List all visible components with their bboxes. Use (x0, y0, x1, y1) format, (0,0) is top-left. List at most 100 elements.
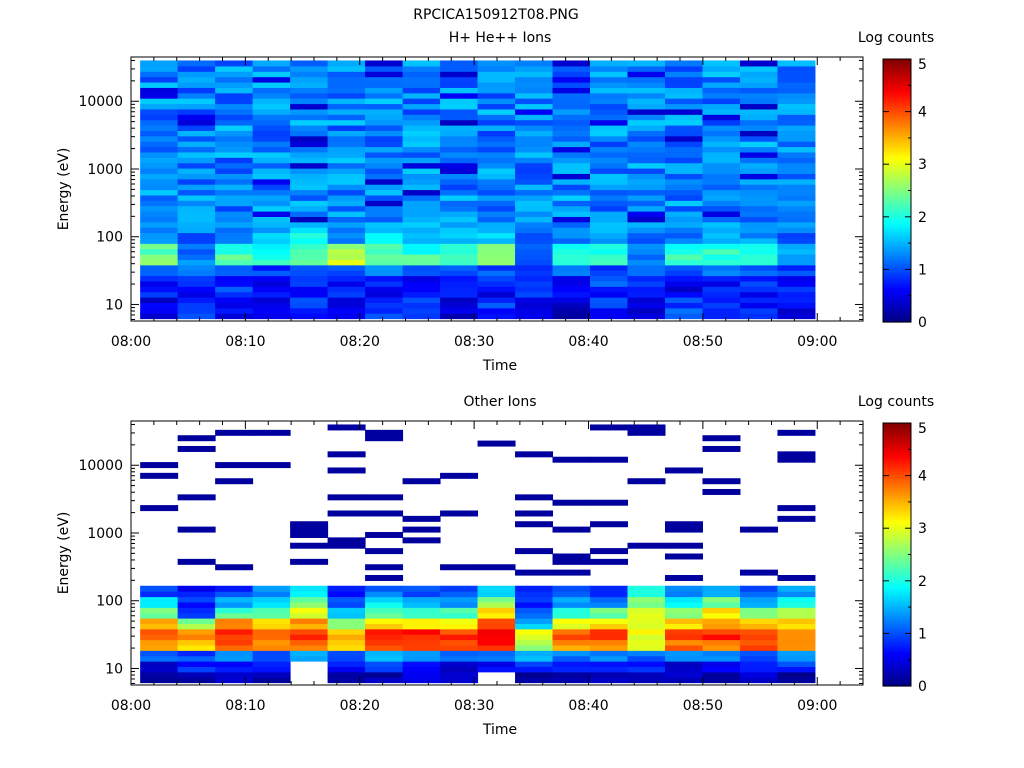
heatmap-cell (739, 596, 778, 603)
colorbar-swatch (883, 580, 911, 584)
heatmap-cell (140, 216, 179, 223)
heatmap-cell (590, 237, 629, 244)
colorbar-swatch (883, 512, 911, 516)
heatmap-cell (140, 232, 179, 239)
colorbar-swatch (883, 210, 911, 214)
heatmap-cell (664, 280, 703, 287)
colorbar-swatch (883, 166, 911, 170)
heatmap-cell (664, 232, 703, 239)
heatmap-cell (215, 151, 254, 158)
colorbar-swatch (883, 199, 911, 203)
colorbar-swatch (883, 477, 911, 481)
heatmap-cell (290, 162, 329, 169)
colorbar-swatch (883, 260, 911, 264)
heatmap-cell (515, 103, 554, 110)
colorbar-swatch (883, 675, 911, 678)
heatmap-cell (702, 297, 741, 303)
heatmap-cell (515, 200, 554, 207)
colorbar-swatch (883, 291, 911, 295)
heatmap-cell (590, 521, 629, 528)
heatmap-cell (477, 607, 516, 614)
heatmap-cell (290, 216, 329, 223)
heatmap-cell (327, 494, 366, 501)
heatmap-cell (140, 291, 179, 298)
heatmap-cell (440, 264, 479, 271)
heatmap-cell (327, 167, 366, 174)
heatmap-cell (440, 65, 479, 72)
heatmap-cell (327, 302, 366, 309)
heatmap-cell (777, 644, 816, 651)
heatmap-cell (290, 521, 329, 528)
x-tick-label: 08:30 (454, 698, 494, 714)
heatmap-cell (365, 81, 404, 88)
colorbar-swatch (883, 100, 911, 104)
colorbar-swatch (883, 431, 911, 435)
colorbar-swatch (883, 598, 911, 602)
heatmap-cell (402, 612, 441, 619)
heatmap-cell (777, 313, 816, 320)
heatmap-cell (140, 124, 179, 131)
heatmap-cell (290, 71, 329, 78)
heatmap-cell (664, 92, 703, 99)
heatmap-cell (290, 259, 329, 266)
heatmap-cell (140, 628, 179, 635)
heatmap-cell (777, 60, 816, 67)
heatmap-cell (177, 302, 216, 309)
heatmap-cell (552, 76, 591, 83)
x-tick-label: 09:00 (797, 698, 837, 714)
heatmap-cell (664, 162, 703, 169)
heatmap-cell (290, 60, 329, 67)
colorbar-swatch (883, 466, 911, 470)
heatmap-cell (327, 216, 366, 223)
heatmap-cell (365, 307, 404, 314)
heatmap-cell (664, 227, 703, 234)
heatmap-cell (627, 542, 666, 549)
heatmap-cell (552, 211, 591, 217)
heatmap-cell (140, 151, 179, 158)
heatmap-cell (739, 275, 778, 282)
heatmap-cell (702, 286, 741, 293)
heatmap-cell (590, 189, 629, 196)
colorbar-swatch (883, 451, 911, 455)
heatmap-cell (702, 243, 741, 250)
heatmap-cell (440, 650, 479, 657)
heatmap-cell (590, 194, 629, 201)
heatmap-cell (552, 569, 591, 576)
heatmap-cell (440, 677, 479, 684)
heatmap-cell (515, 157, 554, 164)
heatmap-cell (552, 119, 591, 126)
heatmap-cell (590, 141, 629, 148)
heatmap-cell (590, 661, 629, 667)
heatmap-cell (627, 275, 666, 282)
heatmap-cell (327, 103, 366, 110)
colorbar-swatch (883, 72, 911, 75)
heatmap-cell (140, 302, 179, 309)
heatmap-cell (215, 216, 254, 223)
heatmap-cell (252, 243, 291, 250)
heatmap-cell (590, 655, 629, 662)
heatmap-cell (440, 151, 479, 158)
heatmap-cell (440, 232, 479, 239)
colorbar-swatch (883, 442, 911, 446)
heatmap-cell (365, 124, 404, 131)
heatmap-cell (177, 612, 216, 619)
heatmap-cell (777, 302, 816, 309)
colorbar-swatch (883, 131, 911, 135)
heatmap-cell (552, 81, 591, 88)
heatmap-cell (552, 65, 591, 72)
heatmap-cell (140, 65, 179, 72)
heatmap-cell (777, 634, 816, 641)
heatmap-cell (140, 259, 179, 266)
heatmap-cell (515, 302, 554, 309)
colorbar-swatch (883, 177, 911, 181)
heatmap-cell (140, 114, 179, 121)
heatmap-cell (739, 167, 778, 174)
heatmap-cell (177, 173, 216, 180)
heatmap-cell (177, 178, 216, 185)
heatmap-cell (402, 639, 441, 646)
heatmap-cell (365, 264, 404, 271)
heatmap-cell (365, 92, 404, 99)
heatmap-cell (664, 661, 703, 667)
heatmap-cell (477, 119, 516, 126)
heatmap-cell (215, 87, 254, 94)
